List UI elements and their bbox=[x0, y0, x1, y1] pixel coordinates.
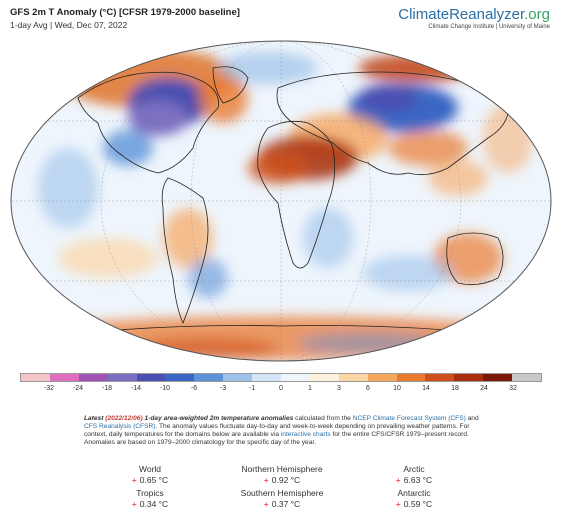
colorbar-tick-label: 3 bbox=[337, 385, 341, 392]
map-subtitle: 1-day Avg | Wed, Dec 07, 2022 bbox=[10, 20, 128, 30]
stats-grid: World +0.65 °C Northern Hemisphere +0.92 °C… bbox=[84, 464, 480, 509]
world-map-svg bbox=[10, 40, 552, 362]
colorbar-segment bbox=[21, 374, 50, 381]
colorbar-segment bbox=[107, 374, 137, 381]
plus-icon: + bbox=[131, 475, 137, 485]
stat-value: +0.34 °C bbox=[131, 499, 169, 509]
stat-label: Northern Hemisphere bbox=[241, 464, 323, 474]
colorbar-tick-label: -32 bbox=[43, 385, 55, 392]
cfsr-link[interactable]: CFS Reanalysis (CFSR) bbox=[84, 423, 156, 431]
colorbar-tick-label: -1 bbox=[248, 385, 256, 392]
stat-value: +0.59 °C bbox=[395, 499, 433, 509]
colorbar-tick-label: 10 bbox=[393, 385, 401, 392]
map-title: GFS 2m T Anomaly (°C) [CFSR 1979-2000 ba… bbox=[10, 7, 240, 18]
stat-value: +0.65 °C bbox=[131, 475, 169, 485]
plus-icon: + bbox=[131, 499, 137, 509]
brand-name: ClimateReanalyzer.org bbox=[398, 6, 550, 23]
colorbar-tick-label: -24 bbox=[72, 385, 84, 392]
header: GFS 2m T Anomaly (°C) [CFSR 1979-2000 ba… bbox=[10, 7, 240, 30]
colorbar-tick-label: 14 bbox=[422, 385, 430, 392]
colorbar-tick-label: 32 bbox=[509, 385, 517, 392]
stat-northern-hemisphere: Northern Hemisphere +0.92 °C bbox=[216, 464, 348, 485]
colorbar-segment bbox=[454, 374, 484, 381]
colorbar-tick-label: -18 bbox=[101, 385, 113, 392]
colorbar-segment bbox=[78, 374, 108, 381]
colorbar-segment bbox=[136, 374, 166, 381]
colorbar-tick-label: -6 bbox=[190, 385, 198, 392]
colorbar-tick-label: 0 bbox=[279, 385, 283, 392]
colorbar-segment bbox=[252, 374, 282, 381]
stat-label: Antarctic bbox=[397, 488, 431, 498]
stat-arctic: Arctic +6.63 °C bbox=[348, 464, 480, 485]
colorbar bbox=[20, 373, 542, 382]
plus-icon: + bbox=[395, 499, 401, 509]
colorbar-tick-label: 1 bbox=[308, 385, 312, 392]
stat-value: +0.37 °C bbox=[263, 499, 301, 509]
brand-subtitle: Climate Change Institute | University of… bbox=[428, 24, 550, 30]
stat-label: Tropics bbox=[136, 488, 164, 498]
anomaly-map bbox=[8, 38, 554, 364]
cfs-link[interactable]: NCEP Climate Forecast System (CFS) bbox=[352, 415, 466, 422]
stat-label: Southern Hemisphere bbox=[240, 488, 324, 498]
colorbar-tick-label: 18 bbox=[451, 385, 459, 392]
stat-value: +6.63 °C bbox=[395, 475, 433, 485]
colorbar-tick-label: 24 bbox=[480, 385, 488, 392]
colorbar-tick-label: -14 bbox=[130, 385, 142, 392]
stat-tropics: Tropics +0.34 °C bbox=[84, 488, 216, 509]
colorbar-tick-label: 6 bbox=[366, 385, 370, 392]
colorbar-segment bbox=[512, 374, 542, 381]
plus-icon: + bbox=[263, 475, 269, 485]
plus-icon: + bbox=[395, 475, 401, 485]
colorbar-ticks: -32 -24 -18 -14 -10 -6 -3 -1 0 1 3 6 10 14 18 24 32 bbox=[20, 385, 542, 397]
colorbar-segment bbox=[338, 374, 368, 381]
colorbar-segment bbox=[396, 374, 426, 381]
colorbar-segment bbox=[425, 374, 455, 381]
description-text: Latest (2022/12/06) 1-day area-weighted … bbox=[84, 415, 479, 447]
colorbar-segment bbox=[194, 374, 224, 381]
colorbar-segment bbox=[165, 374, 195, 381]
colorbar-segment bbox=[281, 374, 310, 381]
brand-logo[interactable]: ClimateReanalyzer.org Climate Change Ins… bbox=[398, 6, 550, 30]
colorbar-segment bbox=[309, 374, 339, 381]
stat-world: World +0.65 °C bbox=[84, 464, 216, 485]
stat-value: +0.92 °C bbox=[263, 475, 301, 485]
colorbar-segment bbox=[367, 374, 397, 381]
colorbar-segment bbox=[223, 374, 253, 381]
colorbar-tick-label: -3 bbox=[219, 385, 227, 392]
plus-icon: + bbox=[263, 499, 269, 509]
stat-southern-hemisphere: Southern Hemisphere +0.37 °C bbox=[216, 488, 348, 509]
colorbar-tick-label: -10 bbox=[159, 385, 171, 392]
colorbar-segment bbox=[49, 374, 79, 381]
latest-label: Latest (2022/12/06) 1-day area-weighted … bbox=[84, 415, 294, 422]
stat-label: World bbox=[138, 464, 162, 474]
stat-antarctic: Antarctic +0.59 °C bbox=[348, 488, 480, 509]
stat-label: Arctic bbox=[403, 464, 425, 474]
interactive-charts-link[interactable]: interactive charts bbox=[280, 431, 331, 439]
colorbar-segment bbox=[483, 374, 513, 381]
